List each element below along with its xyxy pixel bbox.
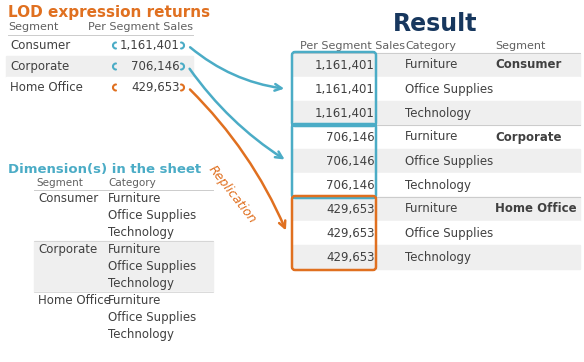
- Text: Technology: Technology: [405, 106, 471, 119]
- Bar: [6, 35, 193, 56]
- Text: Home Office: Home Office: [495, 202, 576, 215]
- Text: Furniture: Furniture: [108, 192, 161, 205]
- Text: Corporate: Corporate: [38, 243, 98, 256]
- Text: Segment: Segment: [8, 22, 58, 32]
- Text: Furniture: Furniture: [405, 130, 458, 143]
- Bar: [6, 56, 193, 77]
- Text: 429,653: 429,653: [326, 251, 375, 264]
- Text: Office Supplies: Office Supplies: [405, 83, 493, 96]
- Bar: [34, 190, 213, 207]
- Bar: [293, 77, 580, 101]
- Text: 429,653: 429,653: [131, 81, 180, 94]
- Text: Dimension(s) in the sheet: Dimension(s) in the sheet: [8, 163, 201, 176]
- Bar: [34, 292, 213, 309]
- Bar: [34, 207, 213, 224]
- Text: Furniture: Furniture: [405, 202, 458, 215]
- Text: 706,146: 706,146: [326, 130, 375, 143]
- Text: Corporate: Corporate: [495, 130, 561, 143]
- Text: Furniture: Furniture: [108, 243, 161, 256]
- Text: Furniture: Furniture: [108, 294, 161, 307]
- Text: 1,161,401: 1,161,401: [315, 59, 375, 72]
- Bar: [34, 258, 213, 275]
- Text: 1,161,401: 1,161,401: [315, 106, 375, 119]
- Bar: [293, 149, 580, 173]
- Text: Technology: Technology: [405, 251, 471, 264]
- Bar: [34, 241, 213, 258]
- Text: 1,161,401: 1,161,401: [315, 83, 375, 96]
- Text: Consumer: Consumer: [10, 39, 70, 52]
- Text: LOD expression returns: LOD expression returns: [8, 4, 210, 20]
- Text: Segment: Segment: [495, 41, 545, 51]
- Bar: [293, 53, 580, 77]
- Bar: [293, 221, 580, 245]
- Bar: [6, 77, 193, 98]
- Text: Category: Category: [405, 41, 456, 51]
- Text: Office Supplies: Office Supplies: [108, 311, 196, 324]
- Text: Office Supplies: Office Supplies: [108, 209, 196, 222]
- Text: Consumer: Consumer: [495, 59, 561, 72]
- Bar: [293, 197, 580, 221]
- Bar: [34, 326, 213, 343]
- Text: Category: Category: [108, 178, 156, 188]
- Text: Result: Result: [393, 12, 477, 36]
- Text: Home Office: Home Office: [38, 294, 111, 307]
- Text: Corporate: Corporate: [10, 60, 69, 73]
- Text: 429,653: 429,653: [326, 202, 375, 215]
- Text: Replication: Replication: [206, 163, 259, 226]
- Bar: [34, 309, 213, 326]
- Bar: [293, 173, 580, 197]
- Bar: [34, 275, 213, 292]
- Text: 706,146: 706,146: [326, 155, 375, 168]
- Text: Per Segment Sales: Per Segment Sales: [300, 41, 405, 51]
- Text: Technology: Technology: [108, 328, 174, 341]
- Bar: [293, 101, 580, 125]
- Text: Technology: Technology: [108, 226, 174, 239]
- Text: Segment: Segment: [36, 178, 83, 188]
- Text: Technology: Technology: [108, 277, 174, 290]
- Text: Per Segment Sales: Per Segment Sales: [88, 22, 193, 32]
- Text: Furniture: Furniture: [405, 59, 458, 72]
- Text: Office Supplies: Office Supplies: [405, 227, 493, 240]
- Text: 429,653: 429,653: [326, 227, 375, 240]
- Text: Office Supplies: Office Supplies: [405, 155, 493, 168]
- Bar: [34, 224, 213, 241]
- Bar: [293, 245, 580, 269]
- Text: Consumer: Consumer: [38, 192, 98, 205]
- Text: 706,146: 706,146: [131, 60, 180, 73]
- Text: 1,161,401: 1,161,401: [120, 39, 180, 52]
- Text: Technology: Technology: [405, 178, 471, 191]
- Text: Office Supplies: Office Supplies: [108, 260, 196, 273]
- Bar: [293, 125, 580, 149]
- Text: Home Office: Home Office: [10, 81, 83, 94]
- Text: 706,146: 706,146: [326, 178, 375, 191]
